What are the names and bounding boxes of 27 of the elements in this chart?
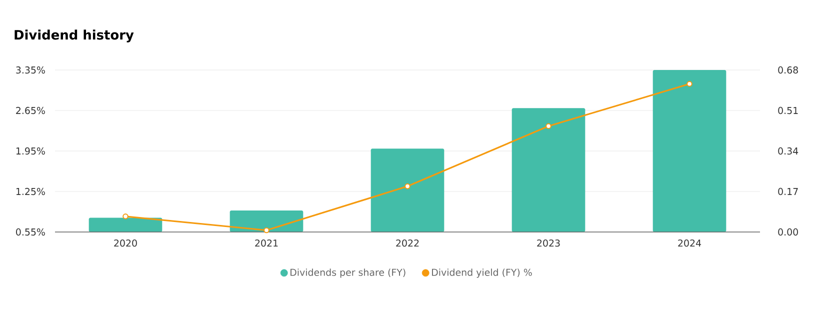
bar <box>512 108 586 232</box>
y2-tick-label: 0.00 <box>778 228 798 236</box>
y2-tick-label: 0.34 <box>778 147 798 155</box>
bar <box>652 70 726 232</box>
x-tick-label: 2024 <box>678 240 702 247</box>
x-tick-label: 2023 <box>537 240 560 247</box>
point <box>122 213 128 220</box>
point <box>264 227 270 234</box>
y2-tick-label: 0.68 <box>778 66 798 74</box>
y-tick-label: 1.95% <box>16 147 45 155</box>
x-tick-label: 2020 <box>114 240 137 247</box>
y-tick-label: 0.55% <box>16 228 45 236</box>
x-tick-label: 2021 <box>255 240 278 247</box>
y-tick-label: 1.25% <box>16 188 45 196</box>
point <box>404 183 410 190</box>
legend-label: Dividend yield (FY) % <box>432 268 532 278</box>
chart-title: Dividend history <box>14 30 134 42</box>
y-tick-label: 2.65% <box>16 106 45 114</box>
point <box>686 80 692 87</box>
point <box>546 123 552 130</box>
y2-tick-label: 0.17 <box>778 188 798 196</box>
y2-tick-label: 0.51 <box>778 106 798 114</box>
x-tick-label: 2022 <box>396 240 419 247</box>
legend-label: Dividends per share (FY) <box>290 268 406 278</box>
bar <box>88 218 162 232</box>
y-tick-label: 3.35% <box>16 66 45 74</box>
bar <box>370 148 444 232</box>
